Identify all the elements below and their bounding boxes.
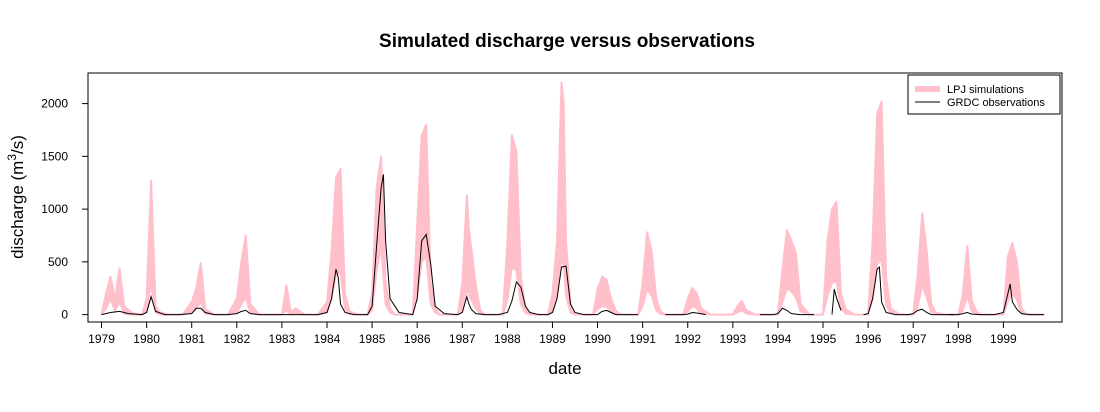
y-tick-label: 500 [48,255,68,269]
observation-line [949,283,1044,316]
x-tick-label: 1996 [855,332,882,346]
simulation-band [100,81,1045,316]
x-tick-label: 1998 [945,332,972,346]
observation-line [759,307,814,316]
x-tick-label: 1983 [269,332,296,346]
x-tick-label: 1981 [178,332,205,346]
x-tick-label: 1987 [449,332,476,346]
observation-line [831,289,842,315]
y-tick-label: 2000 [41,97,68,111]
y-tick-label: 0 [61,308,68,322]
x-tick-label: 1984 [314,332,341,346]
x-tick-label: 1989 [539,332,566,346]
x-tick-label: 1995 [810,332,837,346]
legend: LPJ simulations GRDC observations [907,74,1061,115]
x-tick-label: 1982 [223,332,250,346]
x-tick-label: 1992 [674,332,701,346]
x-axis-label: date [548,359,581,378]
x-tick-label: 1993 [719,332,746,346]
x-tick-label: 1990 [584,332,611,346]
x-tick-label: 1980 [133,332,160,346]
legend-label-simulations: LPJ simulations [947,84,1025,96]
observation-line-layer [101,174,1044,316]
observation-line [863,266,954,316]
x-tick-label: 1979 [88,332,115,346]
y-axis-label: discharge (m3/s) [5,135,27,259]
y-tick-label: 1000 [41,202,68,216]
x-tick-label: 1986 [404,332,431,346]
y-axis: 0 500 1000 1500 2000 [41,97,89,322]
x-tick-label: 1994 [765,332,792,346]
x-tick-label: 1988 [494,332,521,346]
chart-title: Simulated discharge versus observations [379,31,755,52]
observation-line [101,174,639,316]
x-axis: 1979 1980 1981 1982 1983 1984 1985 1986 1987 1988… [88,321,1017,346]
x-tick-label: 1997 [900,332,927,346]
x-tick-label: 1985 [359,332,386,346]
observation-line [665,311,706,316]
legend-box [907,74,1061,115]
x-tick-label: 1999 [990,332,1017,346]
simulation-band-layer [100,81,1045,316]
y-tick-label: 1500 [41,149,68,163]
legend-label-observations: GRDC observations [947,97,1045,109]
x-tick-label: 1991 [629,332,656,346]
